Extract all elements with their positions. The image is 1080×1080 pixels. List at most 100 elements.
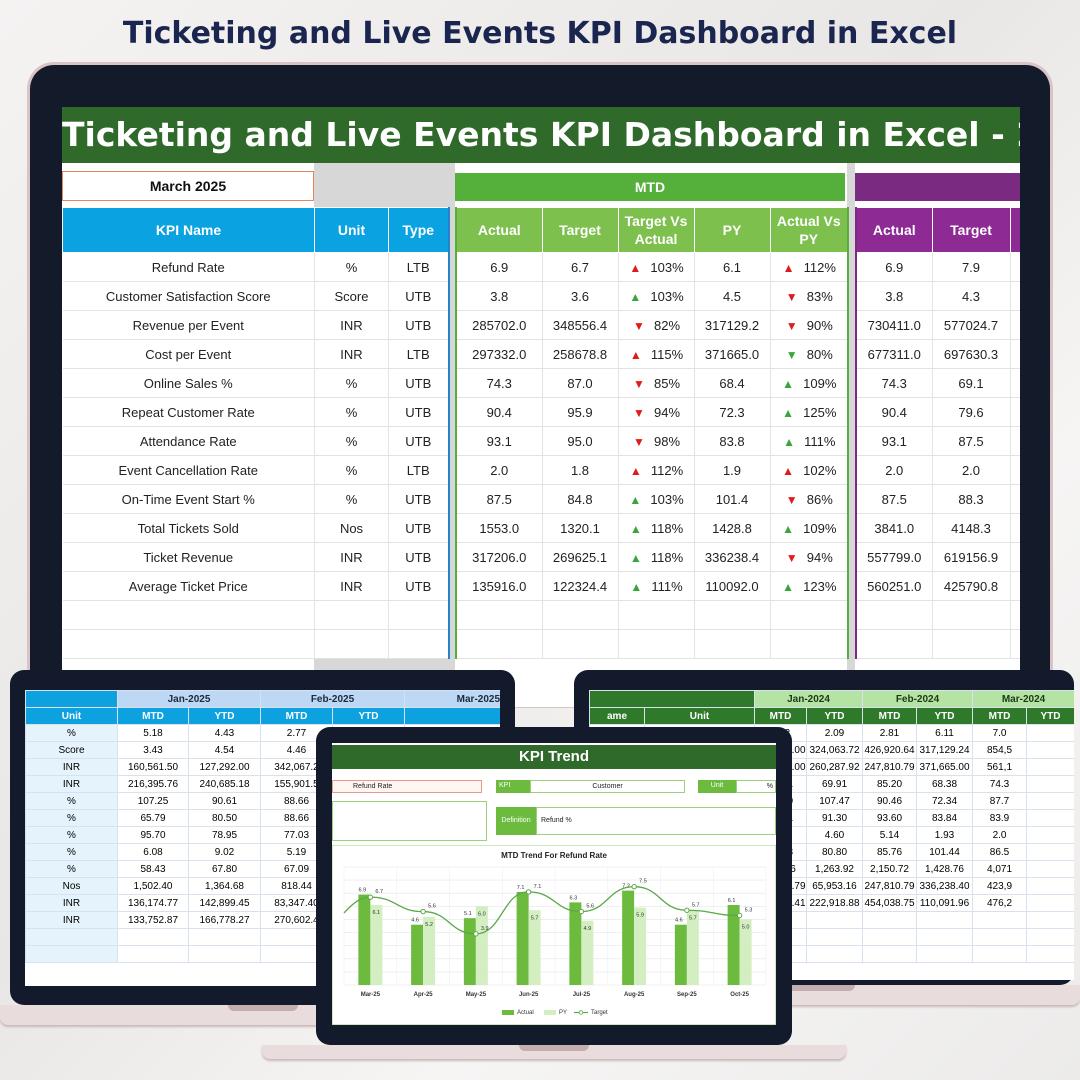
kpi-name-cell: Total Tickets Sold: [62, 513, 315, 543]
target-vs-actual-cell: ▼ 98%: [618, 426, 695, 456]
mtd-row: 297332.0 258678.8 ▲ 115% 371665.0 ▼ 80%: [456, 339, 849, 369]
target-point: [684, 907, 690, 913]
right-value-cell: 854,5: [972, 741, 1028, 759]
kpi-name-cell: Cost per Event: [62, 339, 315, 369]
label-py: 6.1: [373, 910, 381, 916]
legend-actual-swatch: [502, 1010, 514, 1015]
actual-vs-py-cell: ▲ 109%: [770, 513, 849, 543]
right-month-3: Mar-2024: [972, 690, 1074, 708]
actual-vs-py-cell: ▼ 90%: [770, 310, 849, 340]
triangle-down-icon: ▼: [785, 550, 798, 565]
ytd-extra-cell: [1010, 542, 1020, 572]
target-vs-actual-value: 103%: [650, 491, 684, 507]
right-name-header: ame: [589, 707, 645, 725]
kpi-name-cell: Revenue per Event: [62, 310, 315, 340]
ytd-row: 90.4 79.6: [856, 397, 1020, 427]
right-value-cell: 83.9: [972, 809, 1028, 827]
target-vs-actual-cell: ▼ 94%: [618, 397, 695, 427]
left-value-cell: 65.79: [117, 809, 189, 827]
left-unit-cell: Score: [25, 741, 118, 759]
label-actual: 7.2: [622, 884, 630, 890]
kpi-select-dropdown[interactable]: Refund Rate: [332, 780, 482, 793]
ytd-extra-cell: [1010, 571, 1020, 601]
ytd-table: Actual Target 6.9 7.9 3.8 4.3 730411.0 577024…: [855, 207, 1020, 659]
ytd-actual-cell: 677311.0: [856, 339, 933, 369]
kpi-row: Ticket Revenue INR UTB: [62, 542, 449, 572]
bar-py: [528, 910, 541, 985]
month-selector[interactable]: March 2025: [62, 171, 314, 201]
right-value-cell: 85.76: [862, 843, 917, 861]
label-target: 5.6: [586, 904, 594, 910]
right-value-cell: 7.0: [972, 724, 1028, 742]
left-value-cell: 78.95: [188, 826, 261, 844]
kpi-row: Total Tickets Sold Nos UTB: [62, 513, 449, 543]
x-tick-label: Oct-25: [730, 992, 749, 998]
kpi-unit-cell: %: [314, 368, 389, 398]
mtd-row: [456, 629, 849, 659]
triangle-up-icon: ▲: [629, 492, 642, 507]
ytd-target-cell: 7.9: [932, 252, 1011, 282]
kpi-trend-screen: KPI Trend Refund Rate KPI Group Customer…: [332, 743, 776, 1025]
triangle-up-icon: ▲: [629, 347, 642, 362]
unit-label: Unit: [698, 780, 736, 793]
label-target: 3.9: [481, 926, 489, 932]
right-value-cell: 4,071: [972, 860, 1028, 878]
ytd-extra-cell: [1010, 513, 1020, 543]
ytd-actual-cell: 87.5: [856, 484, 933, 514]
mtd-trend-chart: MTD Trend For Refund Rate 6.9 6.1 Mar-25 4.6…: [332, 845, 776, 1025]
kpi-type-cell: UTB: [388, 310, 449, 340]
left-value-cell: 80.50: [188, 809, 261, 827]
right-sub-1: MTD: [754, 707, 807, 725]
chart-title: MTD Trend For Refund Rate: [501, 851, 607, 860]
ytd-actual-cell: 74.3: [856, 368, 933, 398]
kpi-group-label: KPI Group: [496, 780, 530, 801]
left-sub-1: MTD: [117, 707, 189, 725]
kpi-row: [62, 600, 449, 630]
kpi-name-cell: Refund Rate: [62, 252, 315, 282]
kpi-unit-cell: Nos: [314, 513, 389, 543]
right-sub-5: MTD: [972, 707, 1028, 725]
sheet-gap: [847, 163, 855, 707]
mtd-actual-cell: 3.8: [456, 281, 543, 311]
bar-actual: [674, 924, 687, 985]
actual-vs-py-value: 83%: [806, 288, 833, 304]
target-vs-actual-cell: ▲ 115%: [618, 339, 695, 369]
bar-actual: [411, 924, 424, 985]
col-mtd-target: Target: [541, 207, 619, 253]
ytd-row: [856, 629, 1020, 659]
right-value-cell: 324,063.72: [806, 741, 863, 759]
label-py: 6.0: [478, 911, 486, 917]
col-ytd-target: Target: [931, 207, 1011, 253]
right-value-cell: 65,953.16: [806, 877, 863, 895]
left-value-cell: 1,502.40: [117, 877, 189, 895]
right-month-2: Feb-2024: [861, 690, 974, 708]
target-vs-actual-cell: ▲ 118%: [618, 542, 695, 572]
target-vs-actual-cell: ▲ 118%: [618, 513, 695, 543]
right-corner: [589, 690, 755, 708]
kpi-row: Online Sales %% UTB: [62, 368, 449, 398]
x-tick-label: Apr-25: [414, 992, 434, 998]
mtd-actual-cell: 135916.0: [456, 571, 543, 601]
mtd-py-cell: 4.5: [694, 281, 771, 311]
kpi-type-cell: UTB: [388, 484, 449, 514]
triangle-up-icon: ▲: [783, 434, 796, 449]
ytd-target-cell: 4.3: [932, 281, 1011, 311]
left-sub-2: YTD: [188, 707, 261, 725]
left-sub-4: YTD: [331, 707, 406, 725]
left-unit-cell: %: [25, 724, 118, 742]
ytd-row: [856, 600, 1020, 630]
left-value-cell: 107.25: [117, 792, 189, 810]
ytd-row: 730411.0 577024.7: [856, 310, 1020, 340]
ytd-extra-cell: [1010, 310, 1020, 340]
mtd-target-cell: 87.0: [542, 368, 619, 398]
kpi-name-cell: Attendance Rate: [62, 426, 315, 456]
left-month-3: Mar-2025: [404, 690, 500, 708]
right-value-cell: 74.3: [972, 775, 1028, 793]
ytd-header: [855, 173, 1020, 201]
ytd-target-cell: 577024.7: [932, 310, 1011, 340]
triangle-up-icon: ▲: [782, 521, 795, 536]
actual-vs-py-value: 86%: [806, 491, 833, 507]
left-unit-cell: INR: [25, 775, 118, 793]
right-value-cell: 222,918.88: [806, 894, 863, 912]
legend-target-label: Target: [591, 1010, 608, 1016]
